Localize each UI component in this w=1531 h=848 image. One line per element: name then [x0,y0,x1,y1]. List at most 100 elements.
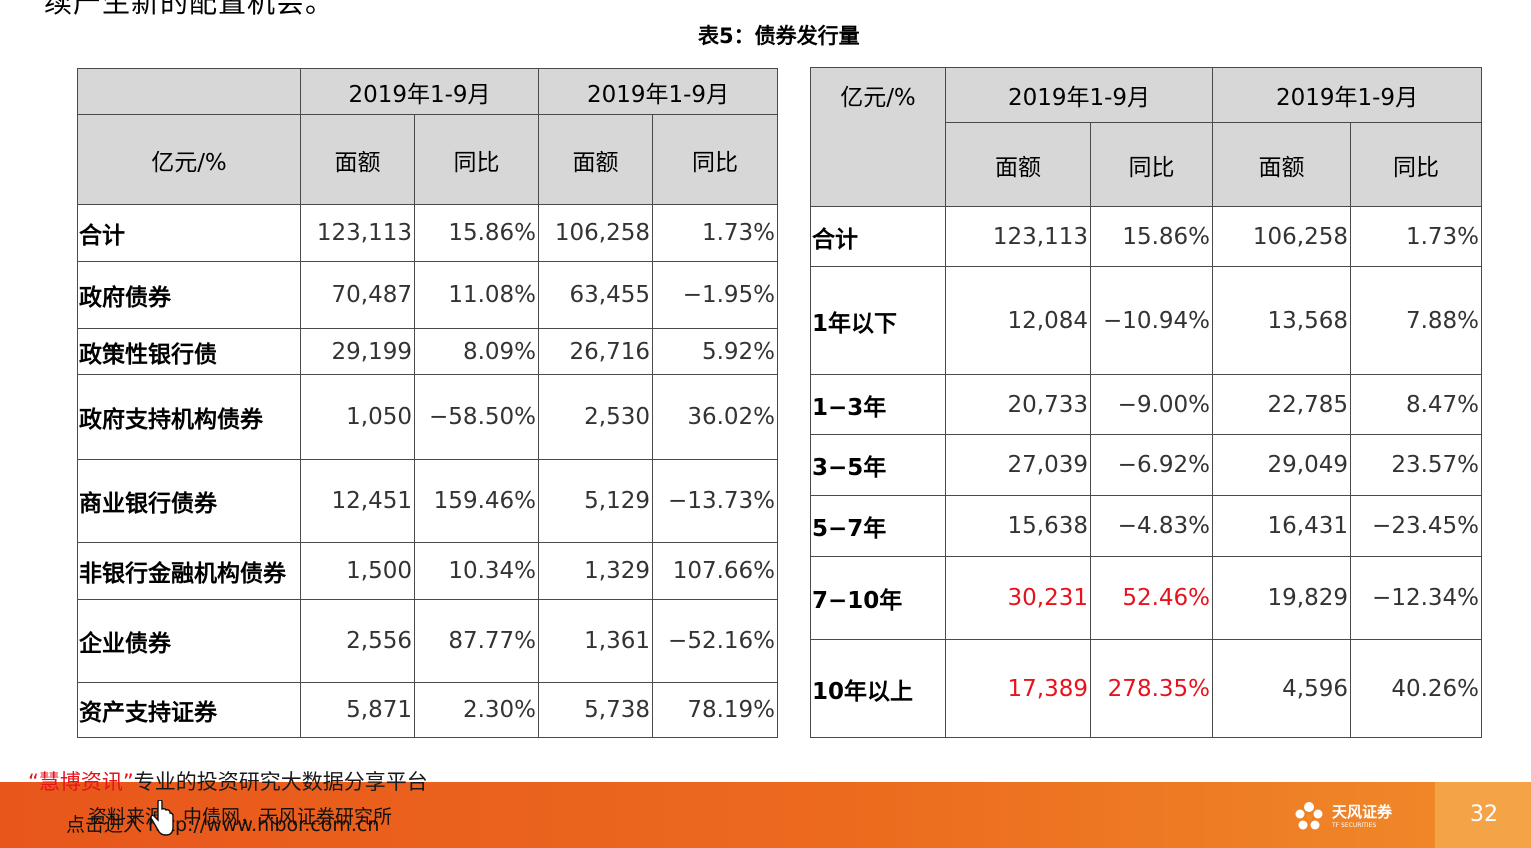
cell: 13,568 [1212,266,1352,375]
cell: 40.26% [1350,639,1483,738]
cell: 12,451 [300,459,415,543]
cell: 4,596 [1212,639,1352,738]
cell: −23.45% [1350,495,1483,557]
cell: 1,329 [538,542,654,600]
cell: 23.57% [1350,434,1483,496]
table-row: 7−10年 30,231 52.46% 19,829 −12.34% [810,556,1483,640]
watermark-tagline: 专业的投资研究大数据分享平台 [133,770,428,794]
row-label: 非银行金融机构债券 [77,542,301,600]
cell: 123,113 [300,204,415,262]
cell: 106,258 [538,204,654,262]
cell: 107.66% [652,542,779,600]
row-label: 政府债券 [77,261,301,329]
cell: 5,738 [538,682,654,738]
cell: −52.16% [652,599,779,683]
row-label: 合计 [810,206,946,267]
cell: −9.00% [1089,374,1214,435]
cell: 8.47% [1350,374,1483,435]
cell: 15.86% [1089,206,1214,267]
row-label: 商业银行债券 [77,459,301,543]
period-header: 2019年1-9月 [538,68,779,115]
intro-text: 续产生新的配置机会。 [44,0,335,19]
company-logo: 天风证券 TF SECURITIES [1292,797,1392,837]
logo-name-cn: 天风证券 [1332,803,1393,821]
page-number: 32 [1470,802,1498,827]
table-row: 政策性银行债 29,199 8.09% 26,716 5.92% [77,328,779,375]
unit-label: 亿元/% [77,114,301,205]
cell: 36.02% [652,374,779,460]
page-number-box [1435,782,1531,848]
row-label: 1−3年 [810,374,946,435]
cell: 5,129 [538,459,654,543]
cell: 70,487 [300,261,415,329]
col-header: 面额 [300,114,415,205]
col-header: 同比 [1350,122,1483,207]
cell: 2.30% [413,682,540,738]
row-label: 企业债券 [77,599,301,683]
table-row: 资产支持证券 5,871 2.30% 5,738 78.19% [77,682,779,738]
table-title: 表5：债券发行量 [698,24,860,48]
row-label: 政策性银行债 [77,328,301,375]
cell: 27,039 [945,434,1091,496]
table-row: 非银行金融机构债券 1,500 10.34% 1,329 107.66% [77,542,779,600]
cell: 106,258 [1212,206,1352,267]
table-row: 1−3年 20,733 −9.00% 22,785 8.47% [810,374,1483,435]
cell: 123,113 [945,206,1091,267]
cell: −4.83% [1089,495,1214,557]
cell: 2,530 [538,374,654,460]
row-label: 10年以上 [810,639,946,738]
cell: 1.73% [1350,206,1483,267]
table-row: 5−7年 15,638 −4.83% 16,431 −23.45% [810,495,1483,557]
cell: −12.34% [1350,556,1483,640]
cell: −1.95% [652,261,779,329]
cell: 52.46% [1089,556,1214,640]
cell: −10.94% [1089,266,1214,375]
table-row: 企业债券 2,556 87.77% 1,361 −52.16% [77,599,779,683]
cell: 29,199 [300,328,415,375]
col-header: 同比 [413,114,540,205]
table-row: 政府债券 70,487 11.08% 63,455 −1.95% [77,261,779,329]
cell: 8.09% [413,328,540,375]
cell: 17,389 [945,639,1091,738]
cell: 159.46% [413,459,540,543]
cell: 5,871 [300,682,415,738]
cell: 1,050 [300,374,415,460]
header-blank [77,68,301,115]
cell: 5.92% [652,328,779,375]
row-label: 政府支持机构债券 [77,374,301,460]
row-label: 3−5年 [810,434,946,496]
cell: −58.50% [413,374,540,460]
hand-cursor-icon [150,800,174,836]
cell: 29,049 [1212,434,1352,496]
col-header: 面额 [538,114,654,205]
watermark-brand-line: “慧博资讯”专业的投资研究大数据分享平台 [28,766,428,796]
col-header: 同比 [652,114,779,205]
cell: 22,785 [1212,374,1352,435]
row-label: 资产支持证券 [77,682,301,738]
cell: 78.19% [652,682,779,738]
table-row: 1年以下 12,084 −10.94% 13,568 7.88% [810,266,1483,375]
row-label: 5−7年 [810,495,946,557]
cell: 15,638 [945,495,1091,557]
col-header: 面额 [1212,122,1352,207]
logo-flower-icon [1295,802,1323,830]
watermark-link[interactable]: 点击进入 http://www.hibor.com.cn [66,814,380,836]
cell: 2,556 [300,599,415,683]
cell: 1,500 [300,542,415,600]
cell: 1,361 [538,599,654,683]
period-header: 2019年1-9月 [944,67,1214,123]
table-row: 10年以上 17,389 278.35% 4,596 40.26% [810,639,1483,738]
cell: 1.73% [652,204,779,262]
table-row: 合计 123,113 15.86% 106,258 1.73% [810,206,1483,267]
cell: −13.73% [652,459,779,543]
cell: 19,829 [1212,556,1352,640]
cell: 87.77% [413,599,540,683]
period-header: 2019年1-9月 [299,68,540,115]
cell: 30,231 [945,556,1091,640]
watermark-brand: “慧博资讯” [28,770,134,794]
cell: 10.34% [413,542,540,600]
cell: 11.08% [413,261,540,329]
footer-band [0,782,1531,848]
table-row: 3−5年 27,039 −6.92% 29,049 23.57% [810,434,1483,496]
cell: 26,716 [538,328,654,375]
